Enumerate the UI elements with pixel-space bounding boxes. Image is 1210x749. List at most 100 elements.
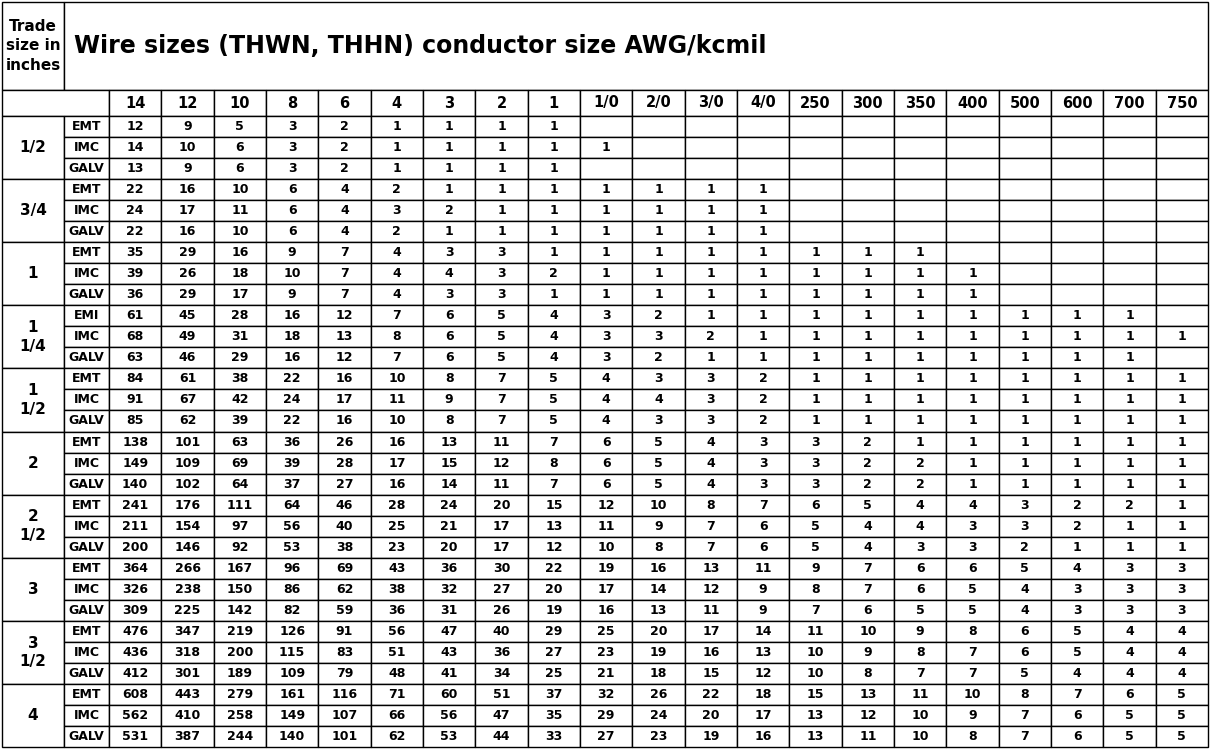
Text: 1: 1 — [655, 183, 663, 196]
Text: 1: 1 — [601, 183, 611, 196]
Text: 27: 27 — [544, 646, 563, 659]
Text: 241: 241 — [122, 499, 149, 512]
Text: 67: 67 — [179, 393, 196, 407]
Bar — [789, 158, 842, 179]
Bar — [214, 621, 266, 642]
Text: 24: 24 — [650, 709, 667, 722]
Bar — [266, 684, 318, 705]
Text: 3: 3 — [1125, 604, 1134, 616]
Text: 154: 154 — [174, 520, 201, 533]
Bar — [842, 684, 894, 705]
Text: 1/2: 1/2 — [19, 140, 46, 155]
Text: 5: 5 — [1020, 667, 1030, 680]
Text: 1: 1 — [759, 288, 767, 301]
Text: 4: 4 — [340, 204, 348, 217]
Text: 1: 1 — [1020, 478, 1030, 491]
Bar — [476, 348, 528, 369]
Text: 326: 326 — [122, 583, 148, 595]
Bar — [528, 221, 580, 242]
Text: 15: 15 — [440, 457, 457, 470]
Bar — [894, 348, 946, 369]
Text: 1: 1 — [759, 330, 767, 343]
Bar — [685, 621, 737, 642]
Text: 10: 10 — [230, 96, 250, 111]
Text: 49: 49 — [179, 330, 196, 343]
Bar — [842, 389, 894, 410]
Bar — [1051, 200, 1104, 221]
Text: 8: 8 — [811, 583, 820, 595]
Bar — [370, 348, 424, 369]
Text: 1: 1 — [655, 288, 663, 301]
Bar — [2, 369, 64, 431]
Text: 29: 29 — [546, 625, 563, 638]
Text: 1: 1 — [1125, 478, 1134, 491]
Bar — [789, 558, 842, 579]
Bar — [894, 179, 946, 200]
Text: 1: 1 — [968, 414, 976, 428]
Bar — [998, 726, 1051, 747]
Bar — [266, 579, 318, 600]
Text: 25: 25 — [388, 520, 405, 533]
Bar — [789, 306, 842, 327]
Bar — [214, 558, 266, 579]
Text: 7: 7 — [864, 583, 872, 595]
Bar — [842, 200, 894, 221]
Bar — [528, 515, 580, 537]
Bar — [1051, 410, 1104, 431]
Bar — [1104, 242, 1156, 263]
Text: 3: 3 — [916, 541, 924, 554]
Text: 4: 4 — [1020, 604, 1030, 616]
Bar — [685, 537, 737, 558]
Bar — [998, 684, 1051, 705]
Bar — [946, 242, 998, 263]
Text: 25: 25 — [544, 667, 563, 680]
Bar — [214, 348, 266, 369]
Text: 17: 17 — [754, 709, 772, 722]
Bar — [424, 431, 476, 452]
Text: 700: 700 — [1114, 96, 1145, 111]
Bar — [266, 389, 318, 410]
Text: 1: 1 — [811, 330, 820, 343]
Bar — [318, 663, 370, 684]
Bar — [1051, 285, 1104, 306]
Text: IMC: IMC — [74, 709, 99, 722]
Text: 40: 40 — [335, 520, 353, 533]
Text: 6: 6 — [288, 225, 296, 238]
Bar — [1104, 369, 1156, 389]
Bar — [946, 116, 998, 137]
Text: 1: 1 — [1125, 541, 1134, 554]
Text: 5: 5 — [1177, 709, 1186, 722]
Bar — [528, 327, 580, 348]
Bar — [64, 600, 109, 621]
Text: 2: 2 — [864, 435, 872, 449]
Text: 91: 91 — [127, 393, 144, 407]
Bar — [1156, 663, 1208, 684]
Text: 14: 14 — [650, 583, 667, 595]
Bar — [1051, 306, 1104, 327]
Bar — [161, 663, 214, 684]
Text: 16: 16 — [388, 435, 405, 449]
Bar — [789, 263, 842, 285]
Bar — [894, 137, 946, 158]
Bar — [685, 705, 737, 726]
Text: 4: 4 — [392, 267, 402, 280]
Text: 31: 31 — [231, 330, 248, 343]
Bar — [1104, 558, 1156, 579]
Bar — [370, 663, 424, 684]
Text: 138: 138 — [122, 435, 148, 449]
Text: 7: 7 — [759, 499, 767, 512]
Bar — [476, 369, 528, 389]
Bar — [370, 494, 424, 515]
Text: 11: 11 — [702, 604, 720, 616]
Bar — [109, 642, 161, 663]
Text: EMT: EMT — [71, 372, 102, 386]
Bar — [842, 348, 894, 369]
Bar — [842, 369, 894, 389]
Text: 12: 12 — [754, 667, 772, 680]
Bar — [633, 642, 685, 663]
Bar — [424, 221, 476, 242]
Bar — [64, 327, 109, 348]
Text: 9: 9 — [183, 162, 192, 175]
Text: 5: 5 — [655, 457, 663, 470]
Text: 3: 3 — [497, 246, 506, 259]
